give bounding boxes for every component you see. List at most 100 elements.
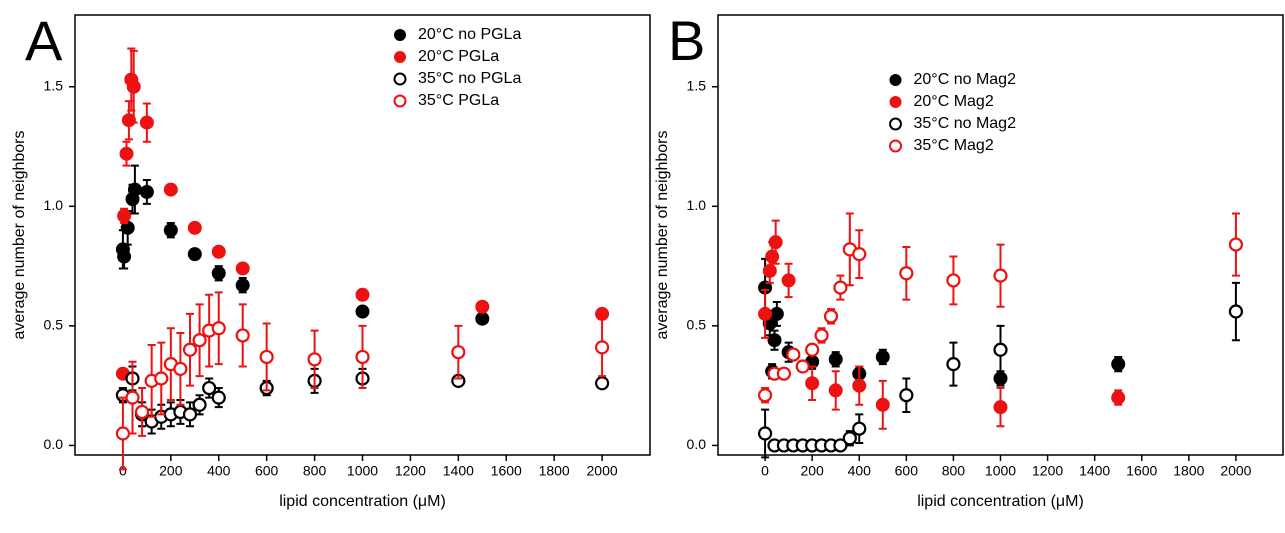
marker: [769, 306, 784, 321]
x-tick-label: 1000: [985, 463, 1016, 479]
x-tick-label: 200: [159, 463, 183, 479]
y-tick-label: 0.0: [44, 436, 64, 452]
legend-marker: [394, 51, 406, 63]
marker: [765, 249, 780, 264]
legend-label: 20°C Mag2: [914, 93, 994, 110]
marker: [1111, 357, 1126, 372]
x-tick-label: 1400: [1079, 463, 1110, 479]
marker: [235, 278, 250, 293]
legend-marker: [393, 72, 407, 86]
marker: [125, 390, 140, 405]
x-tick-label: 1400: [443, 463, 474, 479]
marker: [875, 349, 890, 364]
marker: [993, 342, 1008, 357]
marker: [211, 321, 226, 336]
marker: [758, 306, 773, 321]
legend-marker: [394, 29, 406, 41]
marker: [163, 182, 178, 197]
panel-label: B: [668, 9, 705, 72]
marker: [211, 390, 226, 405]
x-tick-label: 200: [800, 463, 824, 479]
marker: [235, 328, 250, 343]
marker: [192, 333, 207, 348]
legend-marker: [889, 139, 902, 153]
marker: [842, 431, 857, 446]
marker: [852, 378, 867, 393]
panel-label: A: [25, 9, 63, 72]
marker: [192, 397, 207, 412]
legend-label: 20°C no PGLa: [418, 26, 521, 43]
marker: [117, 249, 132, 264]
x-tick-label: 800: [942, 463, 966, 479]
marker: [805, 376, 820, 391]
y-tick-label: 1.5: [44, 77, 64, 93]
marker: [211, 244, 226, 259]
x-axis-label: lipid concentration (μM): [917, 493, 1084, 510]
x-tick-label: 1200: [1032, 463, 1063, 479]
marker: [594, 376, 610, 391]
marker: [154, 371, 169, 386]
marker: [833, 280, 848, 295]
marker: [828, 352, 843, 367]
marker: [1228, 237, 1244, 252]
marker: [134, 404, 150, 420]
marker: [475, 311, 490, 326]
legend-label: 35°C no Mag2: [914, 115, 1017, 132]
marker: [823, 309, 839, 324]
marker: [993, 268, 1008, 283]
x-tick-label: 1800: [1173, 463, 1204, 479]
marker: [187, 220, 202, 235]
marker: [187, 247, 202, 262]
legend-label: 35°C Mag2: [914, 137, 994, 154]
y-axis-label: average number of neighbors: [11, 130, 28, 339]
marker: [355, 304, 370, 319]
marker: [814, 328, 829, 343]
marker: [202, 380, 217, 396]
marker: [828, 383, 843, 398]
legend-label: 20°C PGLa: [418, 48, 499, 65]
x-tick-label: 1800: [539, 463, 570, 479]
marker: [1111, 390, 1126, 405]
marker: [899, 266, 914, 281]
marker: [173, 361, 188, 377]
marker: [757, 426, 773, 441]
marker: [795, 359, 810, 374]
marker: [776, 366, 792, 381]
marker: [594, 340, 610, 355]
legend-marker: [393, 94, 407, 108]
x-tick-label: 600: [895, 463, 919, 479]
x-tick-label: 2000: [1220, 463, 1251, 479]
marker: [127, 182, 142, 197]
marker: [781, 273, 796, 288]
marker: [126, 79, 141, 94]
marker: [182, 407, 198, 422]
marker: [117, 208, 132, 223]
marker: [115, 426, 131, 441]
marker: [757, 388, 773, 403]
marker: [259, 349, 274, 365]
x-tick-label: 400: [207, 463, 231, 479]
marker: [875, 397, 890, 412]
marker: [182, 342, 198, 357]
marker: [139, 115, 154, 130]
x-tick-label: 600: [255, 463, 279, 479]
marker: [355, 287, 370, 302]
x-tick-label: 400: [848, 463, 872, 479]
legend-label: 20°C no Mag2: [914, 71, 1017, 88]
x-tick-label: 2000: [587, 463, 618, 479]
marker: [946, 273, 961, 288]
legend-marker: [889, 74, 902, 86]
x-tick-label: 1600: [1126, 463, 1157, 479]
x-tick-label: 0: [119, 463, 127, 479]
x-tick-label: 0: [761, 463, 769, 479]
marker: [899, 388, 914, 403]
x-tick-label: 1600: [491, 463, 522, 479]
marker: [767, 333, 782, 348]
y-tick-label: 1.0: [44, 197, 64, 213]
y-tick-label: 0.0: [687, 436, 707, 452]
y-tick-label: 0.5: [44, 317, 64, 333]
x-tick-label: 800: [303, 463, 327, 479]
y-tick-label: 1.0: [687, 197, 707, 213]
marker: [355, 349, 370, 365]
